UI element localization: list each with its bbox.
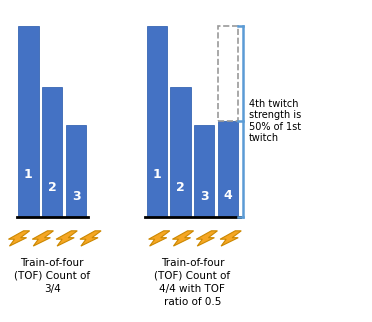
Text: 2: 2 xyxy=(176,182,185,194)
Bar xyxy=(170,87,190,216)
Polygon shape xyxy=(80,231,101,246)
Polygon shape xyxy=(9,231,30,246)
Bar xyxy=(218,121,238,216)
Text: 3: 3 xyxy=(72,190,80,203)
Text: 1: 1 xyxy=(152,168,161,181)
Polygon shape xyxy=(56,231,77,246)
Bar xyxy=(42,87,62,216)
Bar xyxy=(147,26,167,216)
Text: 1: 1 xyxy=(24,168,33,181)
Polygon shape xyxy=(32,231,54,246)
Bar xyxy=(18,26,39,216)
Text: 4: 4 xyxy=(224,189,232,202)
Polygon shape xyxy=(196,231,217,246)
Polygon shape xyxy=(149,231,170,246)
Text: 3: 3 xyxy=(200,190,209,203)
Bar xyxy=(194,125,214,216)
Bar xyxy=(218,26,238,121)
Text: 2: 2 xyxy=(48,182,57,194)
Polygon shape xyxy=(173,231,193,246)
Text: Train-of-four
(TOF) Count of
3/4: Train-of-four (TOF) Count of 3/4 xyxy=(14,258,90,294)
Text: Train-of-four
(TOF) Count of
4/4 with TOF
ratio of 0.5: Train-of-four (TOF) Count of 4/4 with TO… xyxy=(154,258,231,307)
Bar xyxy=(66,125,86,216)
Text: 4th twitch
strength is
50% of 1st
twitch: 4th twitch strength is 50% of 1st twitch xyxy=(249,99,301,144)
Polygon shape xyxy=(220,231,241,246)
